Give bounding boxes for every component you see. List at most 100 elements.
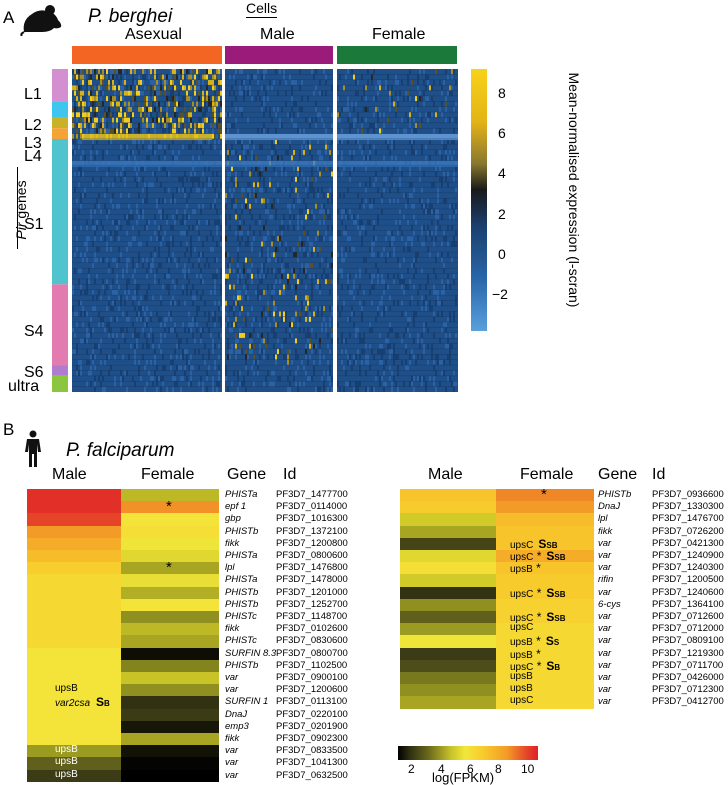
ups-tag: upsC * SSB	[510, 549, 566, 563]
female-cell	[121, 684, 219, 697]
gene-name: PHISTa	[225, 489, 258, 500]
gene-id: PF3D7_1102500	[276, 659, 348, 671]
male-cell	[27, 489, 121, 502]
gene-name: gbp	[225, 513, 241, 525]
female-cell	[496, 525, 594, 539]
significance-star: *	[166, 498, 172, 516]
female-cell	[496, 659, 594, 673]
gene-name: epf 1	[225, 501, 247, 513]
male-cell	[400, 525, 496, 539]
female-cell	[496, 537, 594, 551]
male-cell	[27, 672, 121, 685]
significance-star: *	[166, 559, 172, 577]
gene-id: PF3D7_0114000	[276, 501, 348, 513]
colorbar-a-tick-2: 2	[498, 206, 506, 222]
male-cell	[27, 501, 121, 514]
female-cell	[496, 574, 594, 588]
gene-id: PF3D7_0712600	[652, 611, 724, 622]
gene-name: var	[598, 647, 612, 659]
ups-tag: upsC * SSB	[510, 585, 566, 600]
male-cell	[400, 611, 496, 624]
gene-id: PF3D7_0712000	[652, 623, 724, 635]
female-cell	[121, 733, 219, 746]
male-cell	[27, 525, 121, 539]
gene-name: fikk	[598, 525, 613, 537]
gene-name: var	[598, 623, 612, 635]
ups-tag: upsC	[510, 695, 534, 707]
male-cell	[27, 598, 121, 612]
gene-id: PF3D7_1240900	[652, 550, 724, 561]
male-cell	[27, 769, 121, 783]
female-cell	[496, 647, 594, 661]
male-cell	[27, 720, 121, 734]
male-cell	[400, 537, 496, 551]
male-cell	[27, 586, 121, 600]
male-cell	[27, 745, 121, 758]
colorbar-b-title: log(FPKM)	[432, 770, 495, 785]
ups-tag: upsC SSB	[510, 536, 558, 551]
female-cell	[496, 550, 594, 563]
gene-id: PF3D7_0711700	[652, 659, 724, 671]
female-cell	[121, 611, 219, 624]
colorbar-a-tick-0: 0	[498, 246, 506, 262]
gene-name: PHISTb	[225, 659, 259, 671]
female-cell	[496, 635, 594, 649]
left-header-id: Id	[283, 466, 297, 483]
panel-b-label: B	[3, 420, 15, 439]
gene-id: PF3D7_1476800	[276, 562, 348, 574]
female-cell	[121, 647, 219, 661]
male-cell	[27, 647, 121, 661]
gene-name: var	[598, 684, 612, 696]
gene-name: var	[598, 586, 612, 598]
male-cell	[400, 672, 496, 685]
gene-id: PF3D7_1240300	[652, 562, 724, 574]
colorbar-a-tick-m2: −2	[492, 286, 508, 302]
gene-name: var	[598, 635, 612, 647]
colorbar-b-tick-6: 6	[467, 762, 474, 776]
male-cell	[400, 696, 496, 710]
male-cell	[400, 574, 496, 588]
female-cell	[121, 501, 219, 514]
gene-name: var	[598, 659, 612, 671]
gene-id: PF3D7_0421300	[652, 537, 724, 549]
female-cell	[496, 623, 594, 636]
female-cell	[121, 586, 219, 600]
male-cell	[27, 537, 121, 551]
colorbar-b	[398, 746, 538, 760]
gene-id: PF3D7_0800600	[276, 550, 348, 561]
gene-id: PF3D7_0426000	[652, 672, 724, 683]
gene-name: var	[598, 611, 612, 622]
female-cell	[496, 611, 594, 624]
group-bar-male	[225, 46, 333, 64]
gene-id: PF3D7_0902300	[276, 733, 348, 744]
ups-tag: upsC * SB	[510, 658, 561, 673]
female-cell	[121, 696, 219, 710]
gene-name: PHISTb	[225, 525, 259, 537]
gene-id: PF3D7_1200500	[652, 574, 724, 586]
gene-name: var	[225, 757, 239, 769]
male-cell	[27, 696, 121, 710]
female-cell	[121, 708, 219, 722]
male-cell	[27, 733, 121, 746]
male-cell	[400, 501, 496, 514]
gene-name: SURFIN 8.3	[225, 647, 277, 659]
gene-id: PF3D7_1200800	[276, 537, 348, 549]
group-label-male: Male	[260, 26, 295, 43]
gene-name: emp3	[225, 720, 249, 732]
male-cell	[27, 635, 121, 649]
gene-name: var	[598, 562, 612, 574]
gene-id: PF3D7_0936600	[652, 489, 724, 500]
row-label-l4: L4	[24, 148, 42, 165]
gene-name: PHISTa	[225, 574, 258, 586]
gene-id: PF3D7_1041300	[276, 757, 348, 769]
human-icon	[22, 430, 44, 473]
gene-id: PF3D7_1372100	[276, 525, 348, 537]
gene-id: PF3D7_1148700	[276, 611, 348, 622]
male-cell	[27, 550, 121, 563]
pir-genes-bracket	[17, 167, 18, 249]
row-label-s1: S1	[24, 216, 44, 233]
gene-id: PF3D7_1476700	[652, 513, 724, 525]
gene-id: PF3D7_1201000	[276, 586, 348, 598]
ups-annotation: var2csa SB	[55, 695, 110, 710]
row-label-s4: S4	[24, 323, 44, 340]
